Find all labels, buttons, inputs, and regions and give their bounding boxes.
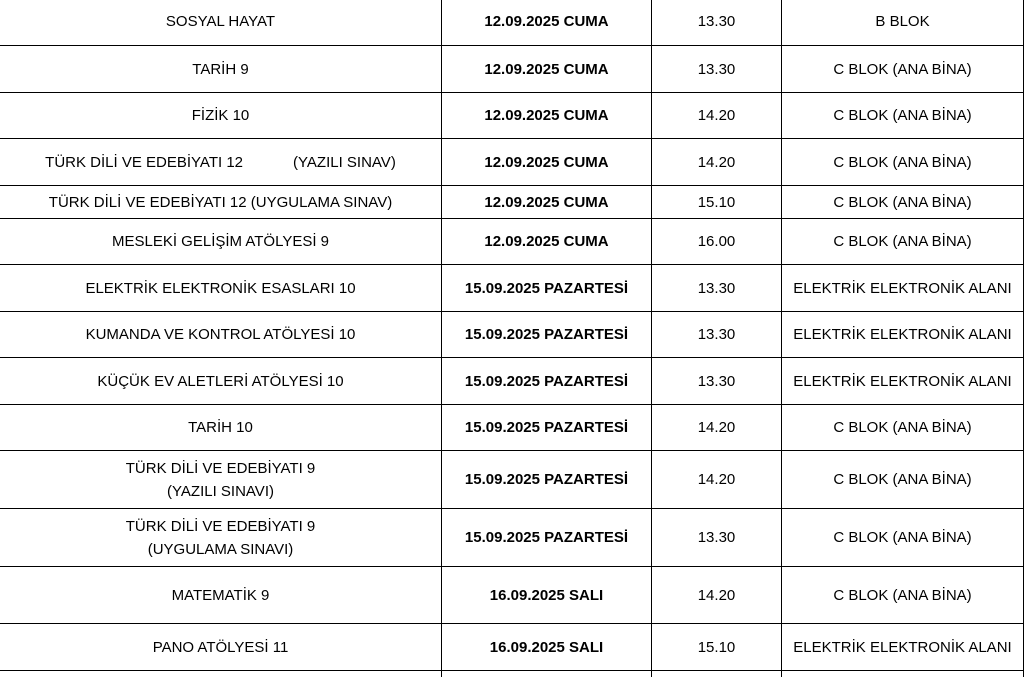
exam-lesson-cell: FİZİK 10 bbox=[0, 92, 442, 139]
exam-date-cell: 12.09.2025 CUMA bbox=[441, 138, 652, 186]
exam-date-cell: 12.09.2025 CUMA bbox=[441, 185, 652, 219]
exam-lesson-text: TÜRK DİLİ VE EDEBİYATI 12 (YAZILI SINAV) bbox=[45, 153, 396, 171]
exam-lesson-cell: TÜRK DİLİ VE EDEBİYATI 9 (YAZILI SINAVI) bbox=[0, 450, 442, 509]
exam-date-cell: 15.09.2025 PAZARTESİ bbox=[441, 357, 652, 405]
exam-place-cell: C BLOK (ANA BİNA) bbox=[781, 218, 1024, 265]
exam-lesson-cell: MESLEKİ GELİŞİM ATÖLYESİ 9 bbox=[0, 218, 442, 265]
empty-cell bbox=[781, 670, 1024, 677]
exam-lesson-cell: ELEKTRİK ELEKTRONİK ESASLARI 10 bbox=[0, 264, 442, 312]
exam-date-cell: 12.09.2025 CUMA bbox=[441, 45, 652, 93]
exam-time-cell: 14.20 bbox=[651, 92, 782, 139]
empty-cell bbox=[0, 670, 442, 677]
table-row: SOSYAL HAYAT 12.09.2025 CUMA 13.30 B BLOK bbox=[0, 0, 1024, 46]
exam-lesson-cell: PANO ATÖLYESİ 11 bbox=[0, 623, 442, 671]
exam-date-cell: 16.09.2025 SALI bbox=[441, 623, 652, 671]
exam-time-cell: 14.20 bbox=[651, 450, 782, 509]
exam-place-cell: C BLOK (ANA BİNA) bbox=[781, 508, 1024, 567]
exam-place-cell: ELEKTRİK ELEKTRONİK ALANI bbox=[781, 357, 1024, 405]
exam-date-cell: 16.09.2025 SALI bbox=[441, 566, 652, 624]
exam-lesson-text: (YAZILI SINAVI) bbox=[167, 482, 274, 500]
exam-lesson-text: MATEMATİK 9 bbox=[171, 586, 270, 604]
table-row: TÜRK DİLİ VE EDEBİYATI 12 (UYGULAMA SINA… bbox=[0, 185, 1024, 219]
table-row: TÜRK DİLİ VE EDEBİYATI 9 (YAZILI SINAVI) 1… bbox=[0, 450, 1024, 509]
exam-lesson-cell: TÜRK DİLİ VE EDEBİYATI 12 (YAZILI SINAV) bbox=[0, 138, 442, 186]
exam-lesson-text: TARİH 9 bbox=[192, 60, 249, 78]
exam-date-cell: 15.09.2025 PAZARTESİ bbox=[441, 264, 652, 312]
exam-date-cell: 12.09.2025 CUMA bbox=[441, 0, 652, 46]
exam-time-cell: 14.20 bbox=[651, 138, 782, 186]
table-row: KÜÇÜK EV ALETLERİ ATÖLYESİ 10 15.09.2025 … bbox=[0, 357, 1024, 405]
exam-time-cell: 15.10 bbox=[651, 185, 782, 219]
empty-cell bbox=[441, 670, 652, 677]
exam-lesson-text: TÜRK DİLİ VE EDEBİYATI 12 (UYGULAMA SINA… bbox=[48, 193, 393, 211]
exam-lesson-text: KÜÇÜK EV ALETLERİ ATÖLYESİ 10 bbox=[97, 372, 344, 390]
exam-time-cell: 13.30 bbox=[651, 45, 782, 93]
exam-lesson-cell: TÜRK DİLİ VE EDEBİYATI 9 (UYGULAMA SINAVI… bbox=[0, 508, 442, 567]
exam-lesson-text: KUMANDA VE KONTROL ATÖLYESİ 10 bbox=[85, 326, 356, 343]
exam-place-cell: ELEKTRİK ELEKTRONİK ALANI bbox=[781, 623, 1024, 671]
exam-lesson-cell: TÜRK DİLİ VE EDEBİYATI 12 (UYGULAMA SINA… bbox=[0, 185, 442, 219]
empty-cell bbox=[651, 670, 782, 677]
table-row: TÜRK DİLİ VE EDEBİYATI 12 (YAZILI SINAV)… bbox=[0, 138, 1024, 186]
table-row-partial bbox=[0, 670, 1024, 677]
exam-place-cell: ELEKTRİK ELEKTRONİK ALANI bbox=[781, 311, 1024, 358]
exam-time-cell: 16.00 bbox=[651, 218, 782, 265]
exam-date-cell: 15.09.2025 PAZARTESİ bbox=[441, 311, 652, 358]
exam-lesson-text: (UYGULAMA SINAVI) bbox=[147, 540, 294, 558]
exam-time-cell: 13.30 bbox=[651, 264, 782, 312]
exam-lesson-text: TÜRK DİLİ VE EDEBİYATI 9 bbox=[125, 459, 316, 477]
exam-lesson-cell: KÜÇÜK EV ALETLERİ ATÖLYESİ 10 bbox=[0, 357, 442, 405]
exam-date-cell: 15.09.2025 PAZARTESİ bbox=[441, 508, 652, 567]
exam-lesson-cell: SOSYAL HAYAT bbox=[0, 0, 442, 46]
exam-lesson-text: SOSYAL HAYAT bbox=[165, 13, 276, 30]
table-row: TARİH 10 15.09.2025 PAZARTESİ 14.20 C BLOK … bbox=[0, 404, 1024, 451]
exam-place-cell: ELEKTRİK ELEKTRONİK ALANI bbox=[781, 264, 1024, 312]
exam-lesson-text: ELEKTRİK ELEKTRONİK ESASLARI 10 bbox=[85, 279, 356, 297]
exam-place-cell: C BLOK (ANA BİNA) bbox=[781, 45, 1024, 93]
table-row: FİZİK 10 12.09.2025 CUMA 14.20 C BLOK (ANA … bbox=[0, 92, 1024, 139]
exam-date-cell: 15.09.2025 PAZARTESİ bbox=[441, 404, 652, 451]
exam-lesson-text: TARİH 10 bbox=[188, 419, 253, 436]
exam-time-cell: 13.30 bbox=[651, 311, 782, 358]
exam-place-cell: C BLOK (ANA BİNA) bbox=[781, 450, 1024, 509]
exam-time-cell: 15.10 bbox=[651, 623, 782, 671]
exam-lesson-text: FİZİK 10 bbox=[191, 107, 250, 124]
table-row: PANO ATÖLYESİ 11 16.09.2025 SALI 15.10 ELEK… bbox=[0, 623, 1024, 671]
exam-date-cell: 15.09.2025 PAZARTESİ bbox=[441, 450, 652, 509]
exam-place-cell: B BLOK bbox=[781, 0, 1024, 46]
exam-place-cell: C BLOK (ANA BİNA) bbox=[781, 92, 1024, 139]
exam-place-cell: C BLOK (ANA BİNA) bbox=[781, 566, 1024, 624]
exam-lesson-cell: KUMANDA VE KONTROL ATÖLYESİ 10 bbox=[0, 311, 442, 358]
exam-lesson-text: TÜRK DİLİ VE EDEBİYATI 9 bbox=[125, 517, 316, 535]
exam-place-cell: C BLOK (ANA BİNA) bbox=[781, 404, 1024, 451]
table-row: MESLEKİ GELİŞİM ATÖLYESİ 9 12.09.2025 CUM… bbox=[0, 218, 1024, 265]
table-row: KUMANDA VE KONTROL ATÖLYESİ 10 15.09.2025… bbox=[0, 311, 1024, 358]
exam-lesson-cell: TARİH 10 bbox=[0, 404, 442, 451]
exam-time-cell: 14.20 bbox=[651, 566, 782, 624]
exam-time-cell: 14.20 bbox=[651, 404, 782, 451]
exam-time-cell: 13.30 bbox=[651, 357, 782, 405]
exam-place-cell: C BLOK (ANA BİNA) bbox=[781, 185, 1024, 219]
exam-date-cell: 12.09.2025 CUMA bbox=[441, 92, 652, 139]
exam-lesson-cell: MATEMATİK 9 bbox=[0, 566, 442, 624]
table-row: TÜRK DİLİ VE EDEBİYATI 9 (UYGULAMA SINAVI… bbox=[0, 508, 1024, 567]
exam-time-cell: 13.30 bbox=[651, 508, 782, 567]
table-row: MATEMATİK 9 16.09.2025 SALI 14.20 C BLOK (A… bbox=[0, 566, 1024, 624]
exam-lesson-cell: TARİH 9 bbox=[0, 45, 442, 93]
exam-place-cell: C BLOK (ANA BİNA) bbox=[781, 138, 1024, 186]
table-row: TARİH 9 12.09.2025 CUMA 13.30 C BLOK (ANA B… bbox=[0, 45, 1024, 93]
exam-lesson-text: PANO ATÖLYESİ 11 bbox=[152, 638, 289, 656]
table-row: ELEKTRİK ELEKTRONİK ESASLARI 10 15.09.202… bbox=[0, 264, 1024, 312]
exam-date-cell: 12.09.2025 CUMA bbox=[441, 218, 652, 265]
exam-lesson-text: MESLEKİ GELİŞİM ATÖLYESİ 9 bbox=[111, 233, 330, 250]
exam-time-cell: 13.30 bbox=[651, 0, 782, 46]
